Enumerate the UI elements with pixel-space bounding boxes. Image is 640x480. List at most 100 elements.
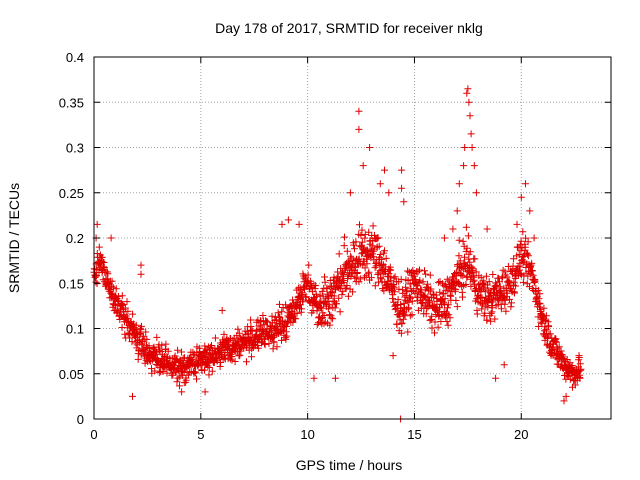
data-point: [201, 366, 208, 374]
data-point: [536, 300, 544, 308]
data-point: [270, 338, 278, 346]
data-point: [321, 273, 328, 281]
data-point: [452, 297, 460, 304]
x-tick-label: 0: [90, 427, 97, 442]
data-point: [437, 318, 445, 325]
data-point: [404, 328, 412, 336]
y-tick-label: 0.15: [59, 276, 84, 291]
data-point: [361, 264, 369, 272]
data-point: [473, 310, 481, 318]
data-point: [449, 225, 457, 233]
data-point: [352, 238, 360, 246]
data-point: [331, 304, 339, 312]
data-point: [329, 315, 337, 323]
data-point: [426, 316, 434, 324]
data-point: [349, 288, 357, 296]
data-point: [460, 259, 468, 267]
data-point: [387, 266, 395, 274]
data-point: [400, 311, 408, 319]
data-point: [405, 298, 413, 306]
data-point: [403, 287, 411, 295]
data-point: [444, 304, 451, 312]
data-point: [478, 305, 486, 313]
data-point: [236, 351, 244, 359]
data-point: [231, 358, 239, 365]
data-point: [243, 358, 250, 366]
data-point: [397, 329, 405, 337]
data-point: [171, 352, 179, 360]
data-point: [431, 329, 438, 337]
data-point: [302, 293, 310, 301]
data-point: [389, 352, 397, 360]
data-point: [173, 378, 181, 386]
data-point: [218, 306, 226, 314]
data-point: [103, 268, 111, 276]
y-tick-label: 0.1: [66, 322, 84, 337]
data-point: [318, 287, 326, 295]
data-point: [470, 162, 478, 170]
data-point: [493, 281, 501, 289]
data-point: [194, 362, 202, 370]
data-point: [282, 335, 290, 343]
data-point: [201, 388, 209, 396]
data-point: [483, 316, 491, 324]
data-point: [182, 376, 190, 384]
data-point: [444, 321, 452, 329]
data-point: [278, 308, 286, 316]
data-point: [477, 293, 485, 301]
data-point: [138, 322, 145, 330]
y-tick-label: 0.2: [66, 231, 84, 246]
data-point: [466, 248, 474, 256]
data-point: [355, 255, 363, 263]
data-point: [491, 315, 499, 323]
data-point: [497, 305, 505, 313]
data-point: [496, 278, 503, 286]
data-point: [261, 341, 269, 349]
data-point: [428, 324, 436, 332]
data-point: [517, 237, 525, 245]
data-point: [552, 338, 560, 346]
data-point: [513, 220, 521, 228]
data-point: [463, 89, 471, 97]
data-point: [512, 282, 520, 290]
data-point: [391, 288, 398, 296]
data-point: [139, 332, 147, 340]
data-point: [198, 359, 206, 367]
data-point: [500, 361, 508, 369]
data-point: [129, 310, 137, 318]
data-point: [158, 341, 166, 349]
y-tick-label: 0.4: [66, 50, 84, 65]
data-point: [278, 336, 285, 344]
data-point: [434, 308, 442, 316]
data-point: [528, 259, 536, 267]
data-point: [269, 345, 277, 353]
x-tick-label: 15: [407, 427, 421, 442]
data-point: [106, 286, 114, 293]
data-point: [464, 232, 472, 240]
data-point: [411, 289, 419, 297]
data-point: [358, 226, 366, 234]
data-point: [371, 264, 379, 272]
y-tick-label: 0.35: [59, 95, 84, 110]
data-point: [151, 367, 159, 375]
data-point: [325, 293, 333, 301]
data-point: [467, 263, 475, 271]
data-point: [407, 268, 415, 276]
data-point: [358, 250, 366, 258]
data-point: [500, 292, 508, 300]
data-point: [524, 238, 532, 246]
data-point: [405, 305, 413, 313]
data-point: [273, 343, 281, 351]
data-point: [382, 254, 390, 262]
data-point: [312, 282, 320, 290]
data-point: [98, 253, 106, 261]
data-point: [545, 342, 553, 350]
data-point: [258, 339, 265, 347]
data-point: [484, 281, 491, 289]
data-point: [347, 273, 355, 280]
data-point: [304, 271, 312, 279]
data-point: [393, 320, 401, 328]
data-point: [534, 286, 542, 294]
data-point: [472, 268, 480, 276]
